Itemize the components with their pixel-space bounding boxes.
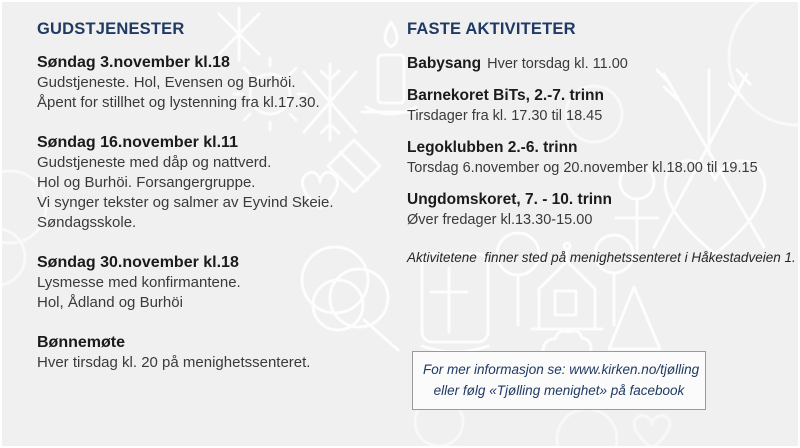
activities-column: FASTE AKTIVITETER Babysang Hver torsdag k… (407, 18, 797, 410)
candle-icon (360, 20, 422, 116)
event-line: Gudstjeneste med dåp og nattverd. (37, 154, 272, 171)
event-line: Vi synger tekster og salmer av Eyvind Sk… (37, 194, 334, 211)
service-event: Søndag 16.november kl.11 Gudstjeneste me… (37, 133, 397, 233)
event-line: Søndagsskole. (37, 214, 137, 231)
services-column: GUDSTJENESTER Søndag 3.november kl.18 Gu… (37, 18, 397, 393)
info-box: For mer informasjon se: www.kirken.no/tj… (412, 351, 706, 410)
services-title: GUDSTJENESTER (37, 20, 185, 38)
activity-name: Legoklubben 2.-6. trinn (407, 139, 578, 156)
event-heading: Bønnemøte (37, 334, 125, 351)
activity-name: Ungdomskoret, 7. - 10. trinn (407, 191, 612, 208)
event-line: Åpent for stillhet og lystenning fra kl.… (37, 94, 320, 111)
activity-item: Babysang Hver torsdag kl. 11.00 (407, 53, 797, 74)
figure-cross-icon (614, 163, 660, 262)
fir-tree-icon (607, 285, 662, 351)
cloud-icon (541, 329, 593, 354)
snowflake-branches-icon (302, 62, 358, 142)
info-box-line: For mer informasjon se: www.kirken.no/tj… (423, 362, 700, 377)
activity-detail: Øver fredager kl.13.30-15.00 (407, 212, 593, 228)
tree-icon (495, 231, 635, 327)
sun-icon (232, 56, 308, 132)
event-heading: Søndag 16.november kl.11 (37, 134, 238, 151)
event-line: Hol, Ådland og Burhöi (37, 294, 183, 311)
activity-detail: Torsdag 6.november og 20.november kl.18.… (407, 160, 758, 176)
event-line: Hver tirsdag kl. 20 på menighetssenteret… (37, 354, 311, 371)
event-heading: Søndag 30.november kl.18 (37, 254, 239, 271)
knot-circles-icon (300, 245, 400, 352)
service-event: Bønnemøte Hver tirsdag kl. 20 på menighe… (37, 333, 397, 373)
diamond-icon (326, 138, 382, 194)
activity-item: Legoklubben 2.-6. trinn Torsdag 6.novemb… (407, 137, 797, 178)
edge-circles-icon (2, 2, 798, 287)
leaf-heart-icon (300, 170, 340, 210)
activity-name: Barnekoret BiTs, 2.-7. trinn (407, 87, 604, 104)
crossed-branches-icon (652, 68, 766, 249)
activity-name: Babysang (407, 55, 482, 72)
event-line: Lysmesse med konfirmantene. (37, 274, 241, 291)
activity-inline-info: Hver torsdag kl. 11.00 (487, 56, 628, 72)
event-line: Hol og Burhöi. Forsangergruppe. (37, 174, 256, 191)
activity-item: Ungdomskoret, 7. - 10. trinn Øver fredag… (407, 189, 797, 230)
church-icon (530, 241, 604, 331)
event-line: Gudstjeneste. Hol, Evensen og Burhöi. (37, 74, 296, 91)
activity-detail: Tirsdager fra kl. 17.30 til 18.45 (407, 108, 603, 124)
activities-title: FASTE AKTIVITETER (407, 20, 576, 38)
service-event: Søndag 30.november kl.18 Lysmesse med ko… (37, 253, 397, 313)
location-note: Aktivitetene finner sted på menighetssen… (407, 250, 796, 265)
service-event: Søndag 3.november kl.18 Gudstjeneste. Ho… (37, 53, 397, 113)
heart-icon (663, 159, 767, 256)
activity-item: Barnekoret BiTs, 2.-7. trinn Tirsdager f… (407, 85, 797, 126)
info-box-line: eller følg «Tjølling menighet» på facebo… (433, 383, 685, 398)
event-heading: Søndag 3.november kl.18 (37, 54, 230, 71)
star-icon (217, 6, 261, 62)
